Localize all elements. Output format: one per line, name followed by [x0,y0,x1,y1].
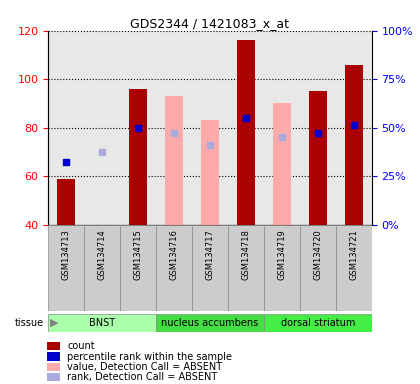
Bar [345,65,363,225]
Title: GDS2344 / 1421083_x_at: GDS2344 / 1421083_x_at [131,17,289,30]
Bar [48,314,156,332]
Bar [237,40,255,225]
Bar [228,225,264,311]
Bar [228,31,264,225]
Text: GSM134717: GSM134717 [205,229,215,280]
Text: GSM134720: GSM134720 [313,229,322,280]
Bar [300,31,336,225]
Bar [264,314,372,332]
Text: rank, Detection Call = ABSENT: rank, Detection Call = ABSENT [67,372,218,382]
Text: tissue: tissue [15,318,44,328]
Bar [129,89,147,225]
Bar [192,31,228,225]
Bar [336,31,372,225]
Bar [336,225,372,311]
Bar [47,353,60,361]
Text: GSM134713: GSM134713 [62,229,71,280]
Text: nucleus accumbens: nucleus accumbens [161,318,259,328]
Text: GSM134719: GSM134719 [277,229,286,280]
Bar [264,225,300,311]
Bar [84,225,120,311]
Bar [47,373,60,381]
Text: percentile rank within the sample: percentile rank within the sample [67,352,232,362]
Bar [47,342,60,351]
Bar [201,121,219,225]
Bar [120,31,156,225]
Text: GSM134716: GSM134716 [170,229,178,280]
Text: count: count [67,341,95,351]
Bar [156,225,192,311]
Bar [48,31,84,225]
Bar [264,31,300,225]
Text: BNST: BNST [89,318,115,328]
Bar [300,225,336,311]
Bar [156,314,264,332]
Bar [57,179,75,225]
Bar [84,31,120,225]
Text: GSM134715: GSM134715 [134,229,143,280]
Text: GSM134721: GSM134721 [349,229,358,280]
Bar [48,225,84,311]
Bar [192,225,228,311]
Bar [47,362,60,371]
Bar [273,103,291,225]
Bar [120,225,156,311]
Text: dorsal striatum: dorsal striatum [281,318,355,328]
Text: ▶: ▶ [50,318,59,328]
Text: value, Detection Call = ABSENT: value, Detection Call = ABSENT [67,362,222,372]
Bar [309,91,327,225]
Text: GSM134714: GSM134714 [98,229,107,280]
Bar [165,96,183,225]
Text: GSM134718: GSM134718 [241,229,250,280]
Bar [156,31,192,225]
